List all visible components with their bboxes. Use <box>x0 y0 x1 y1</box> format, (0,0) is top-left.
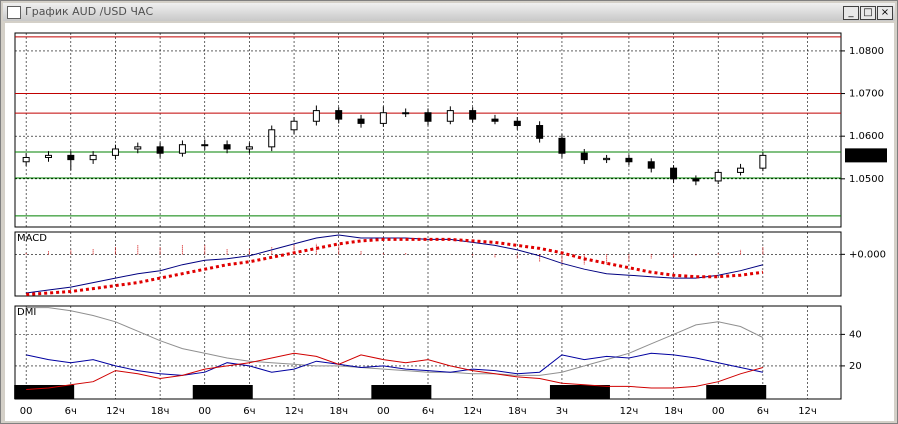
candle-body <box>491 118 499 122</box>
panel-frame <box>14 305 842 400</box>
candle-body <box>402 112 410 115</box>
x-tick-label: 6ч <box>243 406 255 417</box>
candle-body <box>290 120 298 131</box>
date-box <box>371 385 432 399</box>
last-price-box <box>845 148 887 163</box>
candle-body <box>223 144 231 150</box>
indicator-line <box>26 237 764 296</box>
candle-body <box>156 146 164 154</box>
indicator-label: MACD <box>17 233 47 244</box>
indicator-line <box>26 352 764 390</box>
chart-background <box>5 23 894 421</box>
last-price-label: 1.0555 <box>848 150 883 161</box>
x-tick-label: 6ч <box>757 406 769 417</box>
candle-body <box>22 157 30 163</box>
x-tick-label: 12ч <box>463 406 482 417</box>
date-label: 9.3.2012 <box>379 387 424 398</box>
y-tick-label: 40 <box>849 329 862 340</box>
candle-body <box>424 112 432 122</box>
candle-body <box>178 144 186 154</box>
candle-body <box>379 112 387 124</box>
candle-body <box>670 167 678 180</box>
close-button[interactable]: × <box>877 6 893 20</box>
y-tick-label: 1.0600 <box>849 131 884 142</box>
candle-body <box>536 125 544 139</box>
candle-body <box>134 146 142 150</box>
x-tick-label: 12ч <box>798 406 817 417</box>
candle-body <box>357 118 365 124</box>
minimize-button[interactable]: _ <box>843 6 859 20</box>
candle-body <box>692 178 700 182</box>
x-tick-label: 18ч <box>508 406 527 417</box>
x-tick-label: 18ч <box>664 406 683 417</box>
candle-body <box>335 110 343 120</box>
x-tick-label: 6ч <box>422 406 434 417</box>
y-tick-label: 1.0500 <box>849 174 884 185</box>
title-bar: График AUD /USD ЧАС _ □ × <box>3 3 895 21</box>
x-tick-label: 00 <box>198 406 211 417</box>
x-tick-label: 18ч <box>329 406 348 417</box>
candle-body <box>558 137 566 154</box>
date-box <box>192 385 253 399</box>
y-tick-label: 1.0700 <box>849 89 884 100</box>
date-box <box>14 385 75 399</box>
indicator-label: DMI <box>17 307 36 318</box>
candle-body <box>245 146 253 150</box>
candle-body <box>446 110 454 122</box>
candle-body <box>67 154 75 161</box>
indicator-line <box>26 352 764 376</box>
candle-body <box>89 154 97 161</box>
panel-frame <box>14 231 842 297</box>
date-label: 13.3.2012 <box>711 387 762 398</box>
y-tick-label: 1.0800 <box>849 46 884 57</box>
candle-body <box>201 144 209 147</box>
x-tick-label: 00 <box>377 406 390 417</box>
candle-body <box>580 152 588 161</box>
y-tick-label: +0.000 <box>849 249 886 260</box>
x-tick-label: 00 <box>712 406 725 417</box>
window-title: График AUD /USD ЧАС <box>25 5 154 18</box>
candle-body <box>469 110 477 120</box>
candle-body <box>603 157 611 161</box>
x-tick-label: 12ч <box>620 406 639 417</box>
candle-body <box>737 167 745 173</box>
candle-body <box>111 148 119 156</box>
candle-body <box>759 154 767 169</box>
y-tick-label: 20 <box>849 361 862 372</box>
panel-frame <box>14 32 842 228</box>
candle-body <box>625 157 633 163</box>
window-icon <box>7 6 21 19</box>
candle-body <box>714 171 722 182</box>
maximize-button[interactable]: □ <box>860 6 876 20</box>
candle-body <box>268 129 276 148</box>
candle-body <box>513 120 521 127</box>
indicator-line <box>26 307 764 376</box>
x-tick-label: 12ч <box>285 406 304 417</box>
date-box <box>549 385 610 399</box>
date-label: 8.3.2012 <box>200 387 245 398</box>
date-box <box>706 385 767 399</box>
candle-body <box>44 154 52 159</box>
candle-body <box>312 110 320 122</box>
date-label: 7.3.2012 <box>22 387 67 398</box>
candle-body <box>647 161 655 169</box>
x-tick-label: 3ч <box>556 406 568 417</box>
x-tick-label: 18ч <box>151 406 170 417</box>
date-label: 12.3.2012 <box>554 387 605 398</box>
x-tick-label: 6ч <box>65 406 77 417</box>
chart: 1.0800 1.0700 1.0600 1.0500 1.0555 00 6ч 12ч 18ч… <box>5 23 894 421</box>
x-tick-label: 12ч <box>106 406 125 417</box>
x-tick-label: 00 <box>20 406 33 417</box>
